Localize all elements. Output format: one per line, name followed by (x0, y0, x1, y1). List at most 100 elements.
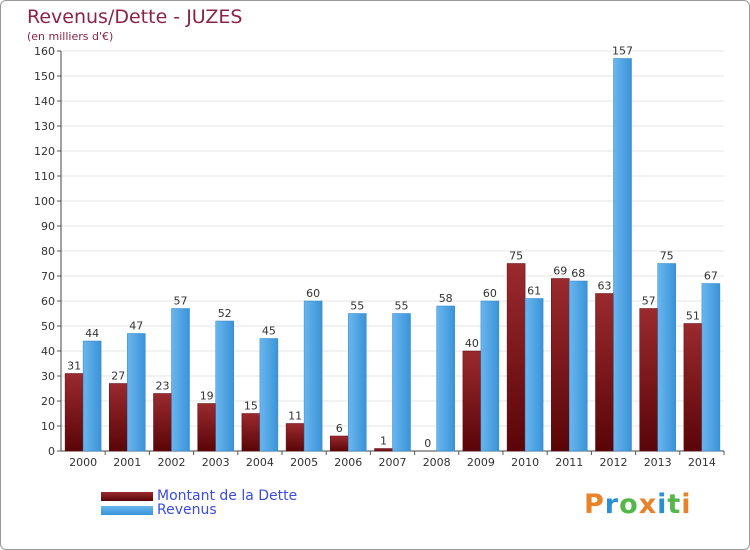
bar-debt (551, 278, 570, 452)
y-tick-label: 160 (34, 45, 55, 58)
data-label-revenue: 55 (350, 300, 364, 313)
data-label-debt: 23 (156, 380, 170, 393)
data-label-debt: 27 (111, 370, 125, 383)
proxiti-logo: Proxiti (584, 489, 692, 520)
data-label-debt: 6 (336, 422, 343, 435)
legend-item-revenue: Revenus (101, 502, 217, 518)
x-tick-label: 2006 (334, 456, 362, 469)
y-tick-label: 90 (41, 220, 55, 233)
bar-revenue (392, 313, 411, 452)
bar-revenue (215, 320, 234, 452)
data-label-revenue: 60 (483, 287, 497, 300)
y-tick-label: 50 (41, 320, 55, 333)
x-tick-label: 2014 (688, 456, 716, 469)
x-tick-label: 2002 (158, 456, 186, 469)
x-tick-label: 2003 (202, 456, 230, 469)
data-label-revenue: 61 (527, 285, 541, 298)
chart-title: Revenus/Dette - JUZES (27, 6, 243, 28)
bar-revenue (436, 305, 455, 452)
x-tick-label: 2004 (246, 456, 274, 469)
y-tick-label: 20 (41, 395, 55, 408)
bar-revenue (82, 340, 102, 452)
y-tick-label: 70 (41, 270, 55, 283)
data-label-debt: 0 (424, 437, 431, 450)
bar-revenue (701, 283, 721, 452)
logo-letter: t (667, 489, 682, 520)
data-label-debt: 75 (509, 250, 523, 263)
logo-letter: P (584, 489, 605, 520)
y-tick-label: 140 (34, 95, 55, 108)
legend-label-debt: Montant de la Dette (157, 488, 298, 504)
bar-debt (462, 350, 482, 452)
bar-revenue (569, 280, 588, 452)
data-label-revenue: 45 (262, 325, 276, 338)
x-tick-label: 2000 (69, 456, 97, 469)
data-label-revenue: 47 (129, 320, 143, 333)
legend-item-debt: Montant de la Dette (101, 488, 297, 504)
y-tick-label: 130 (34, 120, 55, 133)
bar-debt (64, 373, 84, 452)
bar-debt (197, 403, 216, 452)
data-label-revenue: 52 (218, 307, 232, 320)
y-tick-label: 60 (41, 295, 55, 308)
x-tick-label: 2008 (423, 456, 451, 469)
y-tick-label: 80 (41, 245, 55, 258)
data-label-debt: 51 (686, 310, 700, 323)
bar-debt (683, 323, 703, 452)
data-label-debt: 40 (465, 337, 479, 350)
bar-revenue (348, 313, 367, 452)
x-tick-label: 2012 (600, 456, 628, 469)
bar-revenue (259, 338, 279, 452)
data-label-debt: 1 (380, 435, 387, 448)
bar-revenue (613, 58, 632, 452)
bar-debt (285, 423, 305, 452)
data-label-debt: 63 (598, 280, 612, 293)
data-label-revenue: 57 (174, 295, 188, 308)
data-label-debt: 57 (642, 295, 656, 308)
bar-debt (109, 383, 128, 452)
data-label-debt: 19 (200, 390, 214, 403)
logo-letter: i (681, 489, 692, 520)
y-tick-label: 150 (34, 70, 55, 83)
logo-letter: r (604, 489, 620, 520)
bar-revenue (657, 263, 676, 452)
bar-debt (153, 393, 172, 452)
logo-letter: i (657, 489, 668, 520)
bar-revenue (480, 300, 500, 452)
y-tick-label: 40 (41, 345, 55, 358)
x-tick-label: 2010 (511, 456, 539, 469)
y-tick-label: 120 (34, 145, 55, 158)
data-label-debt: 11 (288, 410, 302, 423)
data-label-revenue: 55 (395, 300, 409, 313)
y-tick-label: 30 (41, 370, 55, 383)
data-label-debt: 31 (67, 360, 81, 373)
y-tick-label: 100 (34, 195, 55, 208)
data-label-revenue: 68 (571, 267, 585, 280)
x-tick-label: 2013 (644, 456, 672, 469)
bar-debt (639, 308, 658, 452)
axes: 0102030405060708090100110120130140150160… (34, 45, 725, 469)
data-label-revenue: 60 (306, 287, 320, 300)
bar-debt (374, 448, 393, 452)
bar-revenue (171, 308, 190, 452)
data-label-debt: 15 (244, 400, 258, 413)
y-tick-label: 0 (48, 445, 55, 458)
bar-debt (595, 293, 614, 452)
data-labels: 31 44 27 47 23 57 19 52 15 45 11 60 6 55 1 55 0 58 40 60 75 6… (67, 45, 718, 451)
bar-debt (241, 413, 261, 452)
chart-subtitle: (en milliers d'€) (27, 30, 114, 43)
data-label-revenue: 44 (85, 327, 99, 340)
data-label-debt: 69 (553, 265, 567, 278)
logo-letter: o (619, 489, 639, 520)
data-label-revenue: 67 (704, 270, 718, 283)
legend-swatch-debt (101, 491, 153, 501)
bars (64, 58, 721, 452)
bar-revenue (303, 300, 323, 452)
x-tick-label: 2009 (467, 456, 495, 469)
x-tick-label: 2001 (113, 456, 141, 469)
y-tick-label: 10 (41, 420, 55, 433)
x-tick-label: 2011 (555, 456, 583, 469)
bar-revenue (524, 298, 544, 452)
